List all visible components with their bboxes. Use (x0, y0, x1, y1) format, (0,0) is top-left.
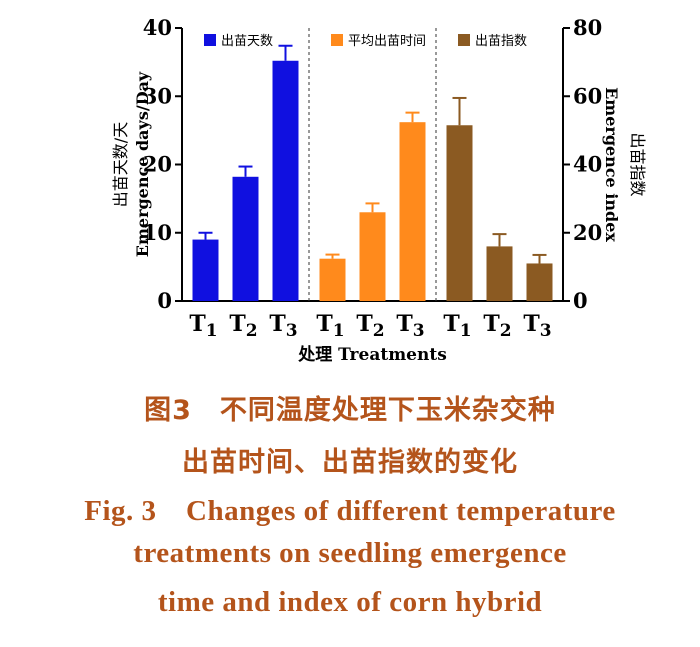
right-tick-label: 0 (573, 288, 588, 313)
x-tick-label: T1 (443, 311, 471, 341)
left-y-label-cn: 出苗天数/天 (111, 122, 130, 207)
x-tick-label: T3 (269, 311, 297, 341)
legend-label: 出苗天数 (221, 34, 273, 49)
bar (486, 246, 513, 301)
right-y-label-cn: 出苗指数 (628, 132, 647, 196)
x-tick-label: T1 (189, 311, 217, 341)
legend-label: 出苗指数 (475, 34, 527, 49)
bar (319, 258, 346, 301)
x-tick-label: T2 (356, 311, 384, 341)
right-tick-label: 20 (573, 220, 602, 245)
x-tick-label: T3 (523, 311, 551, 341)
x-axis-label: 处理 Treatments (297, 344, 447, 365)
left-tick-label: 0 (157, 288, 172, 313)
bar (446, 125, 473, 301)
x-tick-label: T1 (316, 311, 344, 341)
left-tick-label: 20 (143, 152, 172, 177)
left-y-label-en: Emergence days/Day (133, 71, 152, 257)
left-tick-label: 40 (143, 15, 172, 40)
left-tick-label: 10 (143, 220, 172, 245)
right-tick-label: 40 (573, 152, 602, 177)
x-tick-label: T2 (483, 311, 511, 341)
chart: 0 10 20 30 40 0 20 40 60 80 T1 T2 T3 出苗天数 T1 T2 T3 平均出苗时间… (111, 15, 647, 365)
bar (399, 122, 426, 301)
legend-label: 平均出苗时间 (348, 34, 426, 49)
caption-en-line3: time and index of corn hybrid (157, 586, 543, 618)
x-tick-label: T2 (229, 311, 257, 341)
right-tick-label: 80 (573, 15, 602, 40)
caption-en-line1: Fig. 3 Changes of different temperature (84, 495, 616, 527)
legend-swatch (458, 34, 470, 46)
bar (232, 176, 259, 301)
x-tick-label: T3 (396, 311, 424, 341)
left-tick-label: 30 (143, 83, 172, 108)
right-tick-label: 60 (573, 83, 602, 108)
bar (192, 239, 219, 301)
bar (526, 263, 553, 301)
bar (272, 60, 299, 302)
legend-swatch (204, 34, 216, 46)
right-y-label-en: Emergence index (602, 87, 621, 242)
caption-en-line2: treatments on seedling emergence (133, 537, 567, 569)
legend-swatch (331, 34, 343, 46)
caption-cn-line2: 出苗时间、出苗指数的变化 (182, 447, 518, 478)
bar (359, 212, 386, 301)
caption-cn-line1: 图3 不同温度处理下玉米杂交种 (144, 395, 556, 426)
